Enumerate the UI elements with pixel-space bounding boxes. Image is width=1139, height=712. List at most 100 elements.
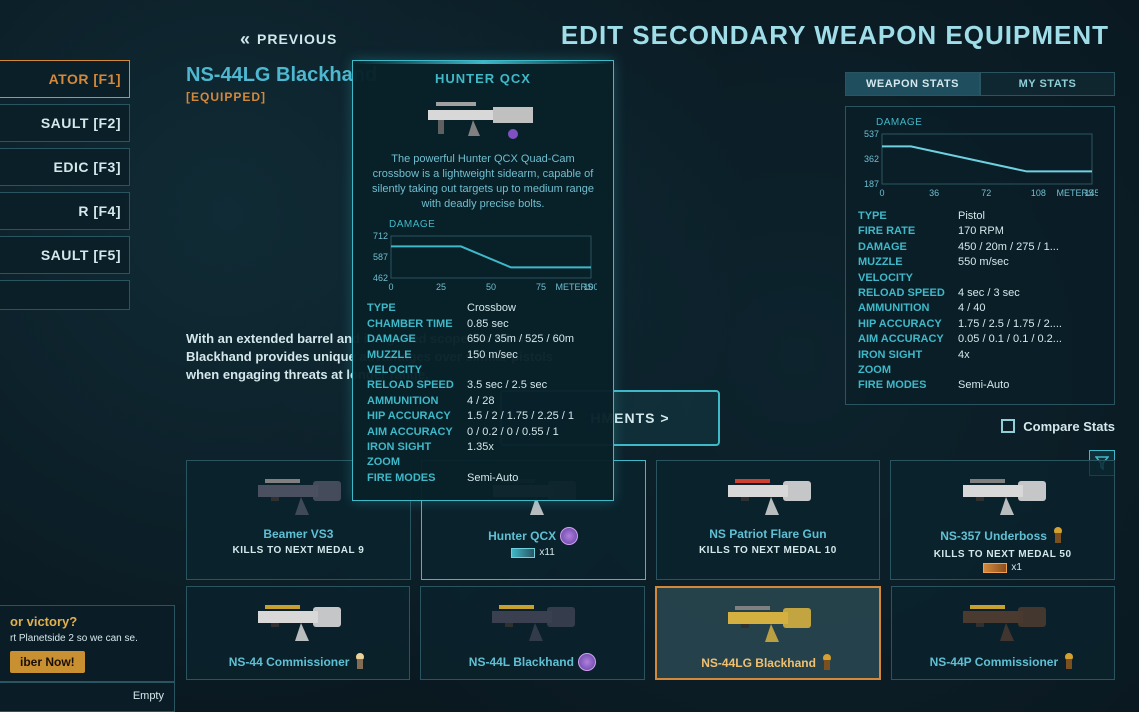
stat-row: IRON SIGHT ZOOM 4x [858,348,1102,379]
sidebar-item-empty[interactable] [0,280,130,310]
tab-weapon-stats[interactable]: WEAPON STATS [845,72,980,96]
stat-label: RELOAD SPEED [367,378,467,393]
membership-button[interactable]: iber Now! [10,651,85,673]
svg-text:50: 50 [486,282,496,292]
svg-text:108: 108 [1031,188,1046,198]
right-damage-chart: 18736253703672108145METERS [858,130,1098,200]
stat-value: 150 m/sec [467,348,518,379]
svg-text:187: 187 [864,179,879,189]
stat-row: TYPE Pistol [858,209,1102,224]
svg-text:0: 0 [388,282,393,292]
weapon-card[interactable]: NS-44P Commissioner [891,586,1115,680]
stat-row: FIRE MODES Semi-Auto [858,378,1102,393]
stat-value: Pistol [958,209,985,224]
membership-promo: or victory? rt Planetside 2 so we can se… [0,605,175,682]
class-sidebar: ATOR [F1] SAULT [F2] EDIC [F3] R [F4] SA… [0,60,130,316]
stat-row: AIM ACCURACY 0 / 0.2 / 0 / 0.55 / 1 [367,425,599,440]
svg-text:72: 72 [981,188,991,198]
weapon-card[interactable]: NS Patriot Flare Gun KILLS TO NEXT MEDAL… [656,460,881,580]
stat-row: FIRE RATE 170 RPM [858,224,1102,239]
tooltip-description: The powerful Hunter QCX Quad-Cam crossbo… [367,152,599,211]
membership-title: or victory? [10,614,164,629]
weapon-card-image [663,592,873,652]
tooltip-weapon-image [367,92,599,146]
weapon-card-name: NS-44 Commissioner [193,653,403,671]
weapon-card[interactable]: NS-44L Blackhand [420,586,644,680]
stat-value: 0 / 0.2 / 0 / 0.55 / 1 [467,425,559,440]
stat-label: TYPE [367,301,467,316]
card-extra: x11 [428,547,639,558]
sidebar-item-f2[interactable]: SAULT [F2] [0,104,130,142]
page-title: EDIT SECONDARY WEAPON EQUIPMENT [561,20,1109,51]
stat-label: AMMUNITION [858,301,958,316]
badge-icon [578,653,596,671]
tab-my-stats[interactable]: MY STATS [980,72,1115,96]
weapon-card[interactable]: NS-44LG Blackhand [655,586,881,680]
card-kills-label: KILLS TO NEXT MEDAL 50 [897,549,1108,560]
stat-value: Semi-Auto [467,471,518,486]
svg-text:362: 362 [864,154,879,164]
svg-text:462: 462 [373,273,388,283]
stat-label: FIRE RATE [858,224,958,239]
stat-value: 450 / 20m / 275 / 1... [958,240,1059,255]
stat-label: FIRE MODES [367,471,467,486]
stat-value: 4 / 28 [467,394,495,409]
weapon-grid: Beamer VS3 KILLS TO NEXT MEDAL 9 Hunter … [186,460,1115,680]
weapon-tooltip: HUNTER QCX The powerful Hunter QCX Quad-… [352,60,614,501]
svg-text:METERS: METERS [1056,188,1094,198]
stat-row: AMMUNITION 4 / 40 [858,301,1102,316]
stat-row: MUZZLE VELOCITY 550 m/sec [858,255,1102,286]
stat-label: CHAMBER TIME [367,317,467,332]
stat-label: TYPE [858,209,958,224]
chevron-left-icon: « [240,30,251,48]
weapon-card-name: NS-44P Commissioner [898,653,1108,671]
stat-row: AIM ACCURACY 0.05 / 0.1 / 0.1 / 0.2... [858,332,1102,347]
weapon-card-image [897,465,1108,525]
stat-label: AMMUNITION [367,394,467,409]
tooltip-damage-chart: 4625877120255075100METERS [367,232,597,294]
svg-text:25: 25 [436,282,446,292]
weapon-card[interactable]: NS-357 Underboss KILLS TO NEXT MEDAL 50x… [890,460,1115,580]
sidebar-item-f3[interactable]: EDIC [F3] [0,148,130,186]
weapon-card-name: Hunter QCX [428,527,639,545]
svg-text:36: 36 [929,188,939,198]
right-chart-label: DAMAGE [876,117,1102,128]
previous-button[interactable]: « PREVIOUS [240,30,337,48]
card-kills-label: KILLS TO NEXT MEDAL 9 [193,545,404,556]
weapon-card-image [663,465,874,525]
weapon-card-name: NS-44L Blackhand [427,653,637,671]
stat-row: RELOAD SPEED 3.5 sec / 2.5 sec [367,378,599,393]
svg-text:METERS: METERS [555,282,593,292]
stat-label: HIP ACCURACY [858,317,958,332]
stat-row: RELOAD SPEED 4 sec / 3 sec [858,286,1102,301]
stat-label: IRON SIGHT ZOOM [367,440,467,471]
stat-value: 170 RPM [958,224,1004,239]
stat-label: AIM ACCURACY [858,332,958,347]
stat-label: DAMAGE [858,240,958,255]
equipped-tag: [EQUIPPED] [186,90,266,104]
weapon-card-name: NS Patriot Flare Gun [663,527,874,541]
weapon-card-image [193,591,403,651]
medal-icon [1062,653,1076,671]
svg-text:75: 75 [536,282,546,292]
current-weapon-name: NS-44LG Blackhand [186,64,377,87]
stat-value: 550 m/sec [958,255,1009,286]
compare-stats-checkbox[interactable] [1001,419,1015,433]
stat-value: 4 / 40 [958,301,986,316]
weapon-card[interactable]: NS-44 Commissioner [186,586,410,680]
stat-value: 1.35x [467,440,494,471]
stat-value: 4x [958,348,970,379]
card-kills-label: KILLS TO NEXT MEDAL 10 [663,545,874,556]
tooltip-chart-label: DAMAGE [389,219,599,230]
sidebar-item-f1[interactable]: ATOR [F1] [0,60,130,98]
stat-value: Crossbow [467,301,516,316]
stat-row: CHAMBER TIME 0.85 sec [367,317,599,332]
right-stats-list: TYPE Pistol FIRE RATE 170 RPM DAMAGE 450… [858,209,1102,394]
stat-value: 650 / 35m / 525 / 60m [467,332,574,347]
empty-utility-slot[interactable]: Empty [0,682,175,712]
stat-label: RELOAD SPEED [858,286,958,301]
stat-value: 4 sec / 3 sec [958,286,1020,301]
sidebar-item-f5[interactable]: SAULT [F5] [0,236,130,274]
stat-label: MUZZLE VELOCITY [858,255,958,286]
sidebar-item-f4[interactable]: R [F4] [0,192,130,230]
